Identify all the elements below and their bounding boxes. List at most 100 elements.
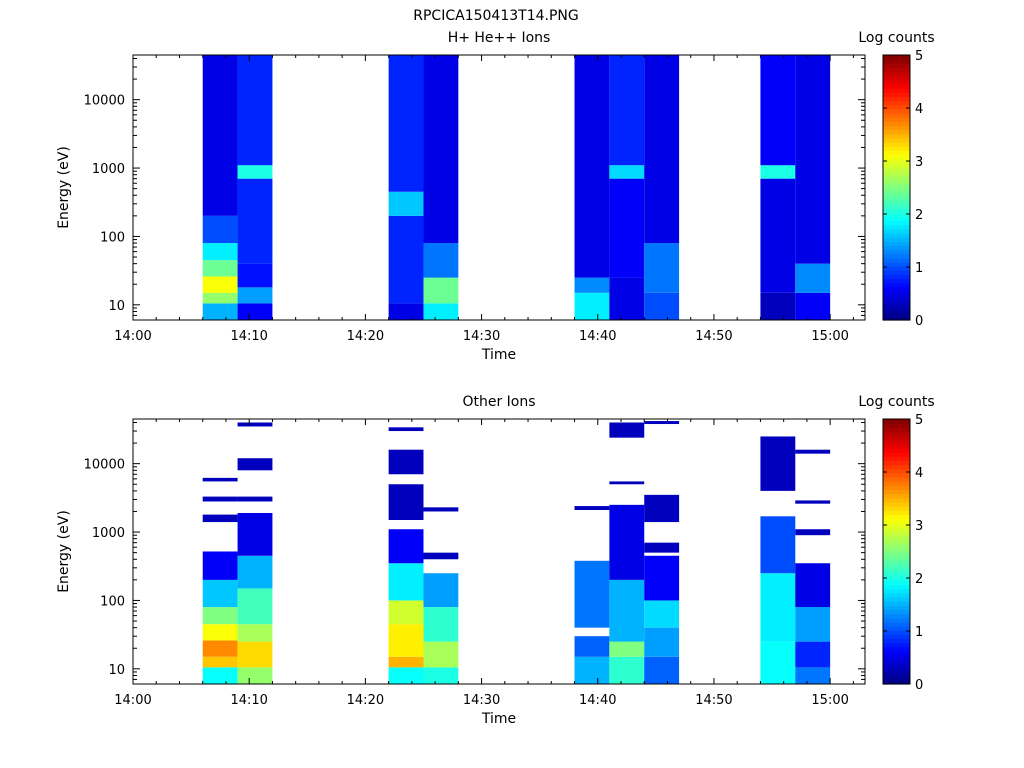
heatmap-cell-6-3 xyxy=(609,165,645,179)
y-axis-label: Energy (eV) xyxy=(56,510,72,593)
heatmap-cell-7-4 xyxy=(644,555,680,601)
heatmap-cell-2-7 xyxy=(237,496,273,502)
colorbar-segment xyxy=(883,671,910,677)
plot-frame xyxy=(132,418,866,685)
colorbar-segment xyxy=(883,476,910,482)
colorbar-segment xyxy=(883,67,910,73)
heatmap-cell-3-4 xyxy=(388,55,424,192)
colorbar-tick-label: 1 xyxy=(915,261,923,276)
heatmap-cell-1-6 xyxy=(202,579,238,608)
plot-frame xyxy=(132,54,866,321)
colorbar-segment xyxy=(883,650,910,656)
colorbar-segment xyxy=(883,485,910,490)
x-tick-label: 14:30 xyxy=(463,693,500,708)
colorbar-segment xyxy=(883,187,910,193)
heatmap-cell-9-3 xyxy=(795,607,831,642)
colorbar-segment xyxy=(883,100,910,106)
heatmap-cell-2-9 xyxy=(237,422,273,427)
colorbar-segment xyxy=(883,621,910,627)
heatmap-cell-7-3 xyxy=(644,55,680,244)
colorbar-segment xyxy=(883,510,910,515)
colorbar-segment xyxy=(883,481,910,486)
colorbar-segment xyxy=(883,572,910,577)
colorbar-segment xyxy=(883,315,910,321)
colorbar-segment xyxy=(883,601,910,606)
colorbar-segment xyxy=(883,522,910,528)
heatmap-cell-9-5 xyxy=(795,529,831,536)
colorbar-segment xyxy=(883,55,910,60)
y-tick-label: 10000 xyxy=(84,458,125,473)
heatmap-cell-3-3 xyxy=(388,624,424,657)
y-tick-label: 1000 xyxy=(92,162,125,177)
colorbar-tick-label: 2 xyxy=(915,208,923,223)
heatmap-cell-3-8 xyxy=(388,449,424,475)
colorbar-segment xyxy=(883,576,910,582)
x-tick-label: 14:20 xyxy=(347,329,384,344)
colorbar-label: Log counts xyxy=(858,394,934,410)
colorbar-segment xyxy=(883,580,910,586)
heatmap-cell-1-4 xyxy=(202,260,238,277)
colorbar-segment xyxy=(883,667,910,673)
colorbar-segment xyxy=(883,530,910,536)
heatmap-cell-4-2 xyxy=(423,277,459,304)
x-tick-label: 14:30 xyxy=(463,329,500,344)
heatmap-cell-4-4 xyxy=(423,55,459,244)
y-axis-label: Energy (eV) xyxy=(56,146,72,229)
colorbar-frame xyxy=(882,54,911,321)
heatmap-cell-4-3 xyxy=(423,243,459,278)
colorbar-segment xyxy=(883,460,910,466)
heatmap-cell-9-2 xyxy=(795,263,831,293)
colorbar-segment xyxy=(883,675,910,681)
heatmap-cell-3-2 xyxy=(388,215,424,304)
colorbar-segment xyxy=(883,220,910,226)
heatmap-cell-9-6 xyxy=(795,500,831,504)
colorbar-segment xyxy=(883,208,910,213)
heatmap-cell-8-1 xyxy=(760,292,796,320)
x-tick-label: 14:00 xyxy=(114,329,151,344)
heatmap-cell-7-6 xyxy=(644,494,680,523)
heatmap-cell-2-2 xyxy=(237,287,273,304)
colorbar-segment xyxy=(883,199,910,205)
heatmap-cell-6-2 xyxy=(609,641,645,657)
heatmap-cell-8-1 xyxy=(760,641,796,684)
y-tick-label: 10 xyxy=(108,299,125,314)
colorbar-segment xyxy=(883,249,910,255)
colorbar-segment xyxy=(883,216,910,222)
colorbar-segment xyxy=(883,257,910,263)
heatmap-cell-8-4 xyxy=(760,55,796,166)
colorbar-segment xyxy=(883,605,910,611)
heatmap-cell-9-4 xyxy=(795,563,831,608)
heatmap-cell-5-2 xyxy=(574,636,610,657)
colorbar-segment xyxy=(883,121,910,126)
spectrogram-panel-2: 14:00 14:10 14:20 14:30 14:40 14:50 15:0010100… xyxy=(56,394,935,727)
heatmap-cell-8-2 xyxy=(760,178,796,293)
colorbar-segment xyxy=(883,154,910,160)
heatmap-cell-1-3 xyxy=(202,640,238,657)
heatmap-cell-4-4 xyxy=(423,573,459,608)
colorbar-segment xyxy=(883,75,910,81)
heatmap-cell-3-9 xyxy=(388,427,424,432)
x-tick-label: 14:10 xyxy=(230,329,267,344)
colorbar-segment xyxy=(883,241,910,247)
colorbar-frame xyxy=(882,418,911,685)
colorbar-segment xyxy=(883,125,910,131)
colorbar-segment xyxy=(883,568,910,573)
x-tick-label: 15:00 xyxy=(811,693,848,708)
colorbar-label: Log counts xyxy=(858,30,934,46)
colorbar-segment xyxy=(883,514,910,519)
heatmap-cell-1-5 xyxy=(202,607,238,625)
heatmap-cell-6-4 xyxy=(609,504,645,580)
colorbar-segment xyxy=(883,646,910,652)
heatmap-cell-2-2 xyxy=(237,641,273,668)
colorbar-segment xyxy=(883,195,910,201)
heatmap-cell-9-2 xyxy=(795,641,831,668)
heatmap-cell-8-3 xyxy=(760,516,796,574)
colorbar-segment xyxy=(883,311,910,317)
heatmap-cell-1-8 xyxy=(202,514,238,523)
y-tick-label: 10000 xyxy=(84,94,125,109)
colorbar-segment xyxy=(883,270,910,276)
colorbar-segment xyxy=(883,497,910,503)
colorbar-segment xyxy=(883,299,910,305)
y-tick-label: 1000 xyxy=(92,526,125,541)
colorbar-segment xyxy=(883,117,910,122)
